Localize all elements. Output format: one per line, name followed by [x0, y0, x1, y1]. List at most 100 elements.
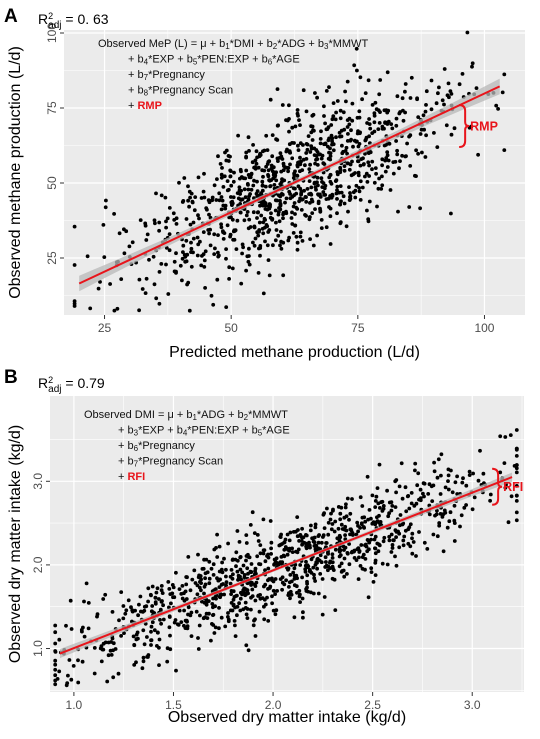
- data-point: [338, 184, 343, 189]
- data-point: [64, 623, 68, 628]
- data-point: [380, 183, 385, 188]
- data-point: [119, 590, 124, 594]
- data-point: [306, 134, 311, 139]
- data-point: [157, 228, 162, 233]
- data-point: [354, 139, 359, 144]
- data-point: [514, 510, 519, 515]
- data-point: [280, 103, 285, 107]
- data-point: [503, 485, 508, 490]
- data-point: [319, 560, 324, 565]
- data-point: [109, 653, 114, 657]
- data-point: [322, 104, 326, 109]
- data-point: [174, 570, 178, 575]
- data-point: [266, 173, 270, 177]
- data-point: [367, 122, 372, 126]
- data-point: [292, 193, 296, 198]
- data-point: [254, 149, 259, 154]
- data-point: [101, 641, 106, 646]
- data-point: [263, 239, 267, 244]
- data-point: [359, 521, 364, 526]
- r-squared-base: R: [38, 375, 48, 391]
- data-point: [373, 505, 378, 509]
- data-point: [183, 618, 188, 623]
- data-point: [279, 192, 284, 196]
- data-point: [86, 626, 91, 631]
- data-point: [369, 570, 374, 574]
- data-point: [216, 233, 220, 238]
- data-point: [292, 173, 297, 177]
- x-tick-label: 2.0: [265, 698, 282, 712]
- data-point: [202, 171, 206, 176]
- data-point: [327, 85, 331, 89]
- data-point: [304, 109, 309, 114]
- data-point: [119, 634, 123, 638]
- data-point: [330, 142, 334, 147]
- data-point: [304, 533, 308, 537]
- data-point: [307, 167, 312, 172]
- data-point: [153, 600, 158, 605]
- data-point: [265, 243, 270, 248]
- data-point: [285, 552, 290, 557]
- data-point: [488, 498, 492, 503]
- data-point: [366, 595, 371, 600]
- data-point: [226, 619, 231, 624]
- data-point: [278, 534, 283, 539]
- data-point: [389, 122, 394, 126]
- data-point: [313, 525, 318, 530]
- data-point: [315, 150, 320, 154]
- data-point: [429, 107, 434, 112]
- data-point: [278, 577, 283, 581]
- data-point: [167, 615, 172, 619]
- data-point: [349, 137, 353, 142]
- data-point: [157, 663, 161, 667]
- data-point: [311, 539, 316, 544]
- data-point: [196, 636, 200, 640]
- data-point: [219, 207, 224, 212]
- data-point: [326, 156, 331, 161]
- data-point: [364, 171, 369, 176]
- data-point: [196, 552, 200, 557]
- data-point: [267, 577, 272, 581]
- data-point: [338, 165, 343, 170]
- data-point: [261, 517, 266, 522]
- data-point: [255, 193, 260, 198]
- data-point: [259, 191, 263, 196]
- data-point: [514, 499, 519, 503]
- data-point: [370, 167, 374, 172]
- data-point: [211, 302, 216, 307]
- data-point: [350, 159, 354, 164]
- data-point: [284, 196, 289, 201]
- data-point: [249, 171, 254, 176]
- data-point: [366, 160, 371, 165]
- data-point: [450, 490, 455, 495]
- data-point: [166, 580, 171, 584]
- data-point: [458, 524, 462, 529]
- data-point: [372, 120, 377, 125]
- data-point: [449, 92, 454, 96]
- data-point: [322, 526, 327, 530]
- equation-segment: *MMWT: [328, 38, 368, 50]
- data-point: [244, 533, 249, 537]
- data-point: [233, 228, 238, 233]
- data-point: [286, 567, 290, 572]
- data-point: [246, 197, 251, 202]
- data-point: [159, 584, 164, 588]
- data-point: [159, 599, 164, 604]
- data-point: [377, 92, 382, 97]
- data-point: [309, 144, 314, 149]
- data-point: [222, 231, 227, 236]
- data-point: [168, 647, 173, 652]
- data-point: [322, 114, 326, 118]
- data-point: [418, 206, 422, 211]
- data-point: [85, 254, 90, 259]
- data-point: [282, 540, 287, 545]
- data-point: [304, 559, 308, 564]
- data-point: [385, 150, 390, 155]
- data-point: [244, 612, 249, 617]
- data-point: [429, 484, 434, 489]
- data-point: [284, 149, 289, 154]
- data-point: [291, 176, 296, 180]
- data-point: [335, 197, 339, 201]
- data-point: [412, 504, 417, 508]
- data-point: [271, 588, 276, 593]
